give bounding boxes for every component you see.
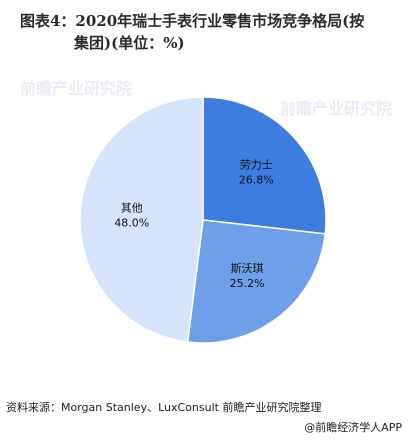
watermark: 前瞻产业研究院 — [280, 99, 393, 118]
pie-slice-2 — [186, 219, 327, 344]
chart-title: 图表4：2020年瑞士手表行业零售市场竞争格局(按 集团)(单位：%) — [20, 10, 400, 54]
slice-label: 其他 — [121, 202, 143, 215]
slice-value: 25.2% — [230, 277, 265, 290]
pie-slice-3 — [79, 96, 204, 343]
pie-chart: 劳力士 26.8% 斯沃琪 25.2% 其他 48.0% — [79, 96, 327, 344]
slice-label: 劳力士 — [240, 158, 273, 171]
slice-value: 48.0% — [114, 217, 149, 230]
brand-label: @前瞻经济学人APP — [304, 421, 402, 434]
watermark: 前瞻产业研究院 — [20, 79, 133, 98]
source-note: 资料来源：Morgan Stanley、LuxConsult 前瞻产业研究院整理 — [6, 401, 322, 414]
pie-slice-1 — [202, 96, 327, 235]
slice-value: 26.8% — [239, 173, 274, 186]
slice-label: 斯沃琪 — [231, 262, 264, 275]
chart-title-line2: 集团)(单位：%) — [74, 34, 185, 52]
chart-title-line1: 图表4：2020年瑞士手表行业零售市场竞争格局(按 — [20, 12, 365, 30]
